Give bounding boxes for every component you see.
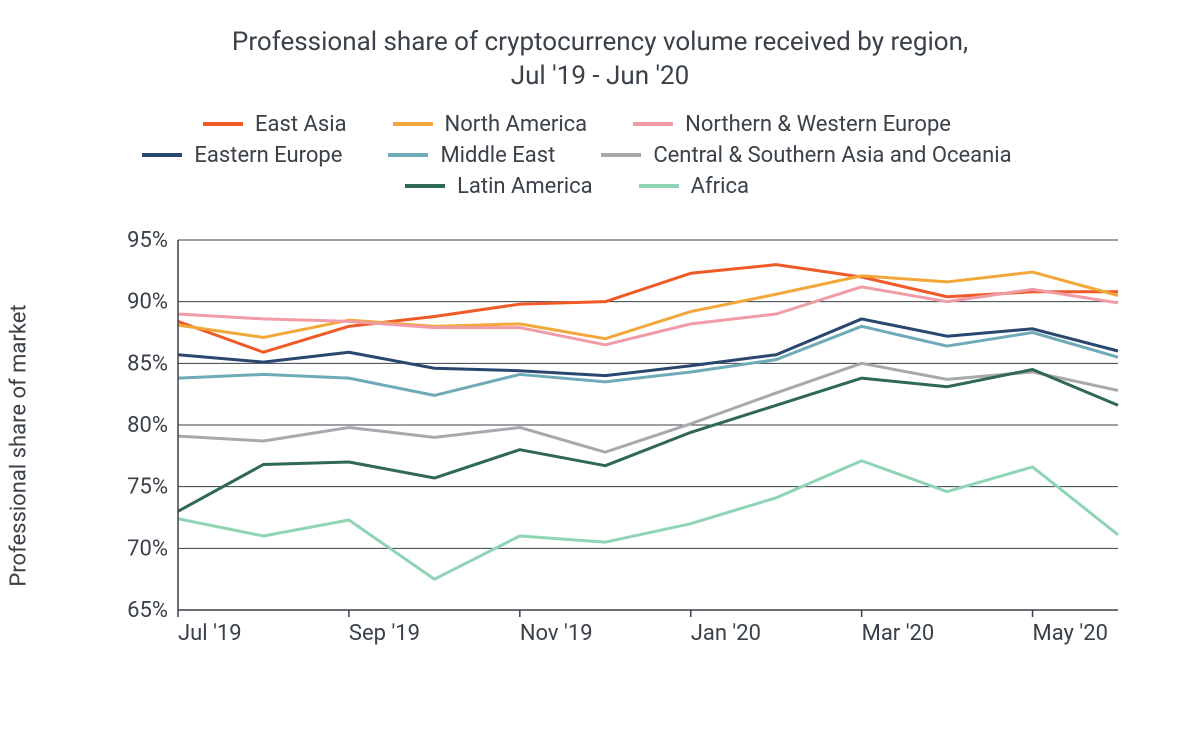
x-tick-label: Sep '19: [349, 621, 420, 646]
y-axis-title: Professional share of market: [7, 304, 32, 586]
chart-title: Professional share of cryptocurrency vol…: [0, 0, 1200, 94]
plot-area: 65%70%75%80%85%90%95%Jul '19Sep '19Nov '…: [108, 240, 1128, 650]
y-axis-title-wrap: Professional share of market: [4, 240, 34, 650]
legend-swatch: [405, 184, 445, 188]
y-tick-label: 95%: [127, 228, 168, 253]
y-tick-label: 70%: [127, 536, 168, 561]
y-tick-label: 85%: [127, 351, 168, 376]
y-tick-label: 80%: [127, 413, 168, 438]
legend-swatch: [639, 184, 679, 188]
x-tick-label: May '20: [1033, 621, 1108, 646]
plot-svg: 65%70%75%80%85%90%95%Jul '19Sep '19Nov '…: [108, 240, 1128, 650]
legend-swatch: [142, 153, 182, 157]
legend-label: East Asia: [255, 112, 347, 137]
chart-container: Professional share of cryptocurrency vol…: [0, 0, 1200, 742]
legend-swatch: [203, 122, 243, 126]
legend-label: Middle East: [440, 143, 555, 168]
legend-label: Eastern Europe: [194, 143, 342, 168]
y-tick-label: 75%: [127, 475, 168, 500]
legend-label: Northern & Western Europe: [685, 112, 951, 137]
legend-item: Middle East: [388, 143, 555, 168]
legend-item: East Asia: [203, 112, 347, 137]
legend-swatch: [601, 153, 641, 157]
legend-swatch: [633, 122, 673, 126]
legend-item: Eastern Europe: [142, 143, 342, 168]
x-tick-label: Jan '20: [691, 621, 761, 646]
legend-swatch: [393, 122, 433, 126]
x-tick-label: Jul '19: [178, 621, 242, 646]
legend-swatch: [388, 153, 428, 157]
legend-item: Northern & Western Europe: [633, 112, 951, 137]
legend-label: Central & Southern Asia and Oceania: [653, 143, 1011, 168]
legend-label: North America: [445, 112, 588, 137]
legend-label: Latin America: [457, 174, 593, 199]
y-tick-label: 90%: [127, 290, 168, 315]
legend-label: Africa: [691, 174, 749, 199]
chart-title-line1: Professional share of cryptocurrency vol…: [232, 27, 968, 57]
chart-legend: East Asia North America Northern & Western…: [0, 94, 1200, 205]
legend-item: Africa: [639, 174, 749, 199]
x-tick-label: Mar '20: [862, 621, 935, 646]
legend-item: North America: [393, 112, 588, 137]
y-tick-label: 65%: [127, 598, 168, 623]
legend-item: Latin America: [405, 174, 593, 199]
series-line: [178, 370, 1118, 512]
series-line: [178, 461, 1118, 579]
series-line: [178, 272, 1118, 339]
x-tick-label: Nov '19: [520, 621, 593, 646]
legend-item: Central & Southern Asia and Oceania: [601, 143, 1011, 168]
chart-title-line2: Jul '19 - Jun '20: [511, 61, 690, 91]
